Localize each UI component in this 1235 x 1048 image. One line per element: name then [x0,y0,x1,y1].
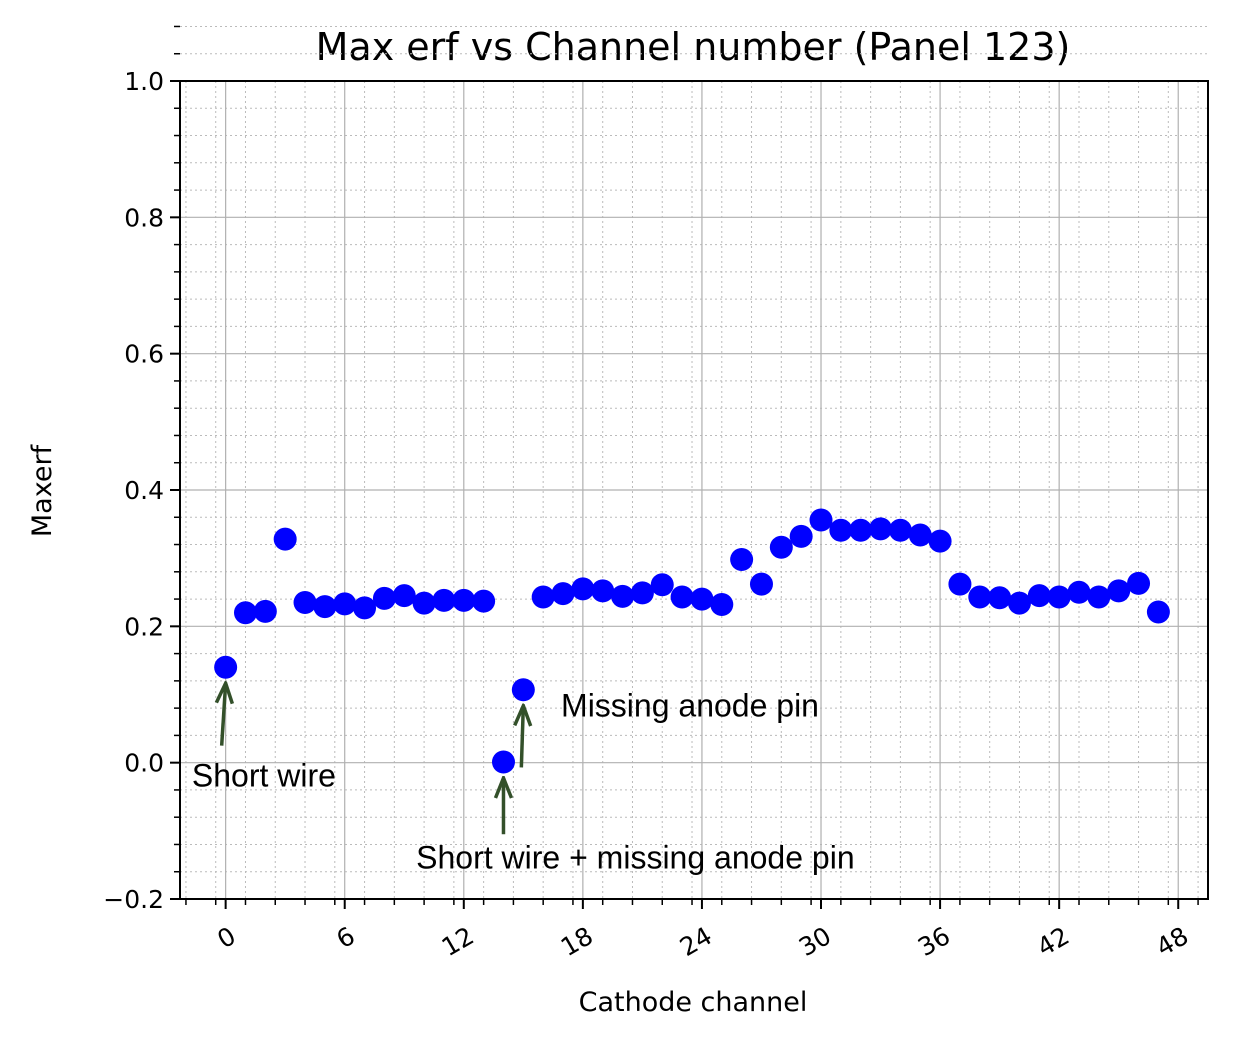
y-tick-label: 0.6 [124,340,164,369]
annotation-text: Short wire [192,758,336,794]
y-tick-label: 0.8 [124,203,164,232]
x-tick-label: 42 [1032,921,1074,962]
x-tick-label: 24 [675,921,717,962]
data-point [412,591,436,615]
data-point [472,589,496,613]
data-point [849,518,873,542]
plot-frame [179,80,1209,900]
data-point [988,586,1012,610]
x-tick-label: 30 [794,921,836,962]
data-point [551,582,575,606]
data-points [214,508,1170,774]
data-point [1127,571,1151,595]
data-point [214,655,238,679]
y-tick-label: 0.0 [124,749,164,778]
data-point [531,585,555,609]
data-point [809,508,833,532]
data-point [372,586,396,610]
data-point [432,588,456,612]
data-point [690,587,714,611]
data-point [829,518,853,542]
data-point [968,585,992,609]
data-point [928,529,952,553]
x-axis-label: Cathode channel [579,987,808,1018]
data-point [730,548,754,572]
data-point [1007,591,1031,615]
data-point [1087,585,1111,609]
data-point [1047,585,1071,609]
data-point [452,588,476,612]
x-tick-label: 18 [556,921,598,962]
y-tick-label: 1.0 [124,67,164,96]
data-point [650,573,674,597]
data-point [1146,600,1170,624]
data-point [253,599,277,623]
data-point [670,585,694,609]
x-tick-label: 0 [212,921,240,954]
x-tick-label: 12 [437,921,479,962]
x-tick-label: 36 [913,921,955,962]
y-tick-label: −0.2 [103,885,164,914]
annotation-arrow [222,683,226,746]
annotation-arrow [521,706,523,768]
data-point [1107,579,1131,603]
data-point [233,601,257,625]
x-tick-label: 48 [1151,921,1193,962]
data-point [769,535,793,559]
data-point [491,750,515,774]
annotations: Short wire Short wire + missing anode pin… [192,683,855,875]
data-point [591,579,615,603]
tick-labels: 0 6 12 18 24 30 36 42 48 −0.2 0.0 0.2 0.4 0.6 0.8 1.0 [103,67,1193,962]
data-point [293,590,317,614]
data-point [789,524,813,548]
y-tick-label: 0.4 [124,476,164,505]
chart-title: Max erf vs Channel number (Panel 123) [316,25,1071,69]
data-point [1027,584,1051,608]
data-point [611,584,635,608]
data-point [948,572,972,596]
data-point [353,596,377,620]
data-point [908,523,932,547]
data-point [511,678,535,702]
axis-ticks [170,25,1199,909]
data-point [869,517,893,541]
data-point [710,593,734,617]
annotation-text: Short wire + missing anode pin [416,839,854,875]
data-point [392,584,416,608]
x-tick-label: 6 [331,921,359,954]
data-point [333,592,357,616]
data-point [888,518,912,542]
y-tick-label: 0.2 [124,612,164,641]
data-point [571,577,595,601]
data-point [313,595,337,619]
y-axis-label: Maxerf [27,443,58,537]
data-point [273,527,297,551]
data-point [749,572,773,596]
data-point [1067,580,1091,604]
data-point [630,581,654,605]
annotation-text: Missing anode pin [561,687,819,723]
